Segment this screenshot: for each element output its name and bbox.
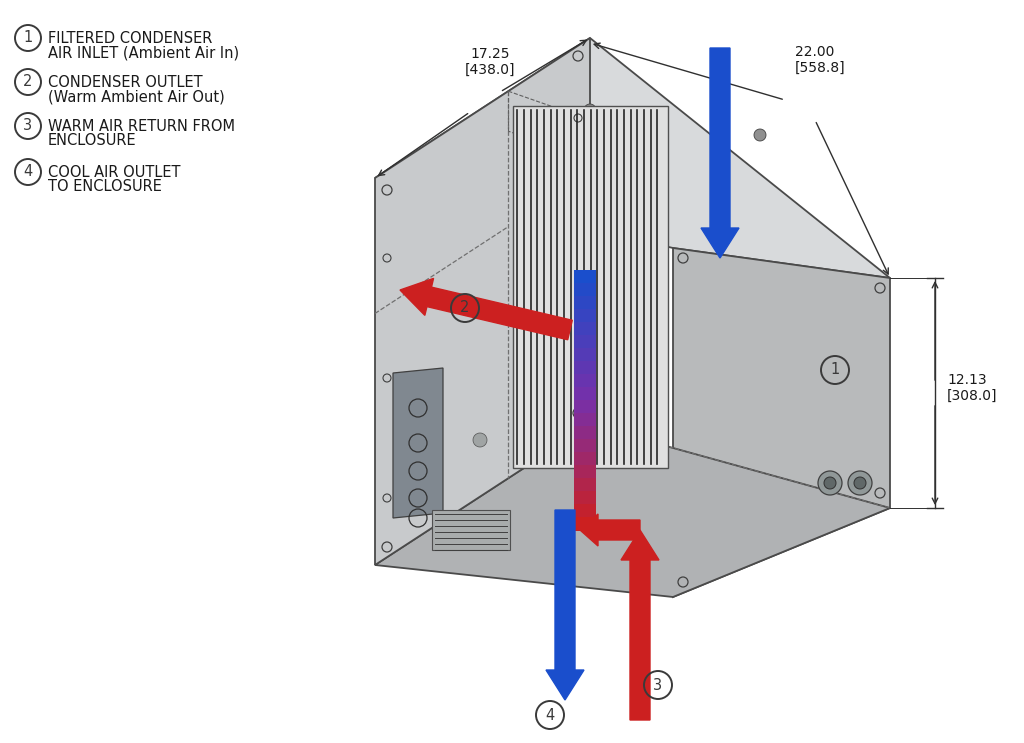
- Bar: [513, 106, 668, 468]
- Text: 4: 4: [24, 164, 33, 180]
- Text: FILTERED CONDENSER: FILTERED CONDENSER: [48, 31, 212, 46]
- Polygon shape: [375, 425, 890, 597]
- Bar: [574, 282, 596, 296]
- Polygon shape: [375, 38, 590, 565]
- FancyArrow shape: [580, 514, 640, 546]
- Text: CONDENSER OUTLET: CONDENSER OUTLET: [48, 75, 203, 90]
- Bar: [574, 504, 596, 518]
- Bar: [574, 308, 596, 322]
- Text: ENCLOSURE: ENCLOSURE: [48, 133, 136, 148]
- FancyArrow shape: [701, 48, 739, 258]
- Bar: [574, 464, 596, 478]
- FancyArrow shape: [546, 510, 584, 700]
- Text: AIR INLET (Ambient Air In): AIR INLET (Ambient Air In): [48, 45, 240, 60]
- Bar: [432, 510, 510, 550]
- Bar: [574, 426, 596, 440]
- Text: 2: 2: [461, 300, 470, 316]
- Bar: [574, 452, 596, 466]
- Text: (Warm Ambient Air Out): (Warm Ambient Air Out): [48, 89, 224, 104]
- Bar: [574, 386, 596, 400]
- Bar: [574, 412, 596, 426]
- Circle shape: [854, 477, 866, 489]
- Text: 1: 1: [24, 30, 33, 45]
- Circle shape: [473, 433, 487, 447]
- FancyArrow shape: [621, 530, 659, 720]
- Bar: [574, 400, 596, 414]
- Text: 12.13
[308.0]: 12.13 [308.0]: [947, 373, 997, 403]
- Bar: [574, 296, 596, 310]
- Circle shape: [584, 104, 596, 116]
- Circle shape: [848, 471, 872, 495]
- Polygon shape: [375, 38, 890, 278]
- Bar: [574, 348, 596, 362]
- Bar: [574, 438, 596, 452]
- Polygon shape: [673, 248, 890, 597]
- Bar: [574, 334, 596, 348]
- Bar: [574, 360, 596, 374]
- Bar: [574, 478, 596, 492]
- Text: 4: 4: [546, 707, 555, 722]
- Text: TO ENCLOSURE: TO ENCLOSURE: [48, 179, 162, 194]
- Text: 3: 3: [653, 678, 663, 692]
- Bar: [574, 322, 596, 336]
- Circle shape: [818, 471, 842, 495]
- Text: WARM AIR RETURN FROM: WARM AIR RETURN FROM: [48, 119, 234, 134]
- Bar: [574, 270, 596, 284]
- Text: 1: 1: [830, 363, 840, 377]
- Circle shape: [754, 129, 766, 141]
- Polygon shape: [393, 368, 443, 518]
- Text: 2: 2: [24, 74, 33, 89]
- Circle shape: [553, 408, 567, 422]
- Circle shape: [824, 477, 836, 489]
- Text: 17.25
[438.0]: 17.25 [438.0]: [465, 47, 515, 77]
- Text: 3: 3: [24, 118, 33, 134]
- Text: 22.00
[558.8]: 22.00 [558.8]: [795, 45, 846, 75]
- Bar: [574, 374, 596, 388]
- Bar: [574, 516, 596, 531]
- FancyArrow shape: [400, 279, 572, 340]
- Bar: [574, 490, 596, 504]
- Text: COOL AIR OUTLET: COOL AIR OUTLET: [48, 165, 180, 180]
